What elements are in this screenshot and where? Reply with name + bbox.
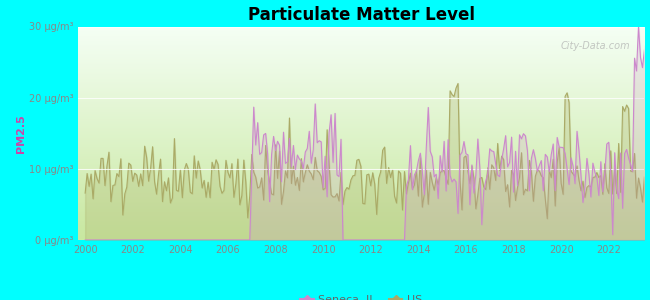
Text: City-Data.com: City-Data.com [561,41,630,51]
Legend: Seneca, IL, US: Seneca, IL, US [296,290,426,300]
Title: Particulate Matter Level: Particulate Matter Level [248,6,474,24]
Y-axis label: PM2.5: PM2.5 [16,114,26,153]
